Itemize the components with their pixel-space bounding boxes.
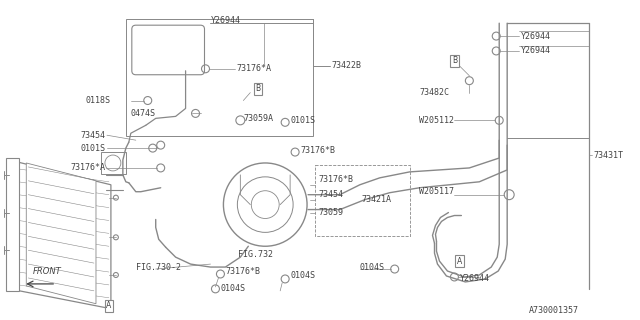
Text: 73176*A: 73176*A (71, 164, 106, 172)
Bar (126, 19, 313, 136)
Text: W205117: W205117 (419, 187, 454, 196)
Text: 73422B: 73422B (332, 61, 362, 70)
Text: FRONT: FRONT (33, 267, 62, 276)
Text: 73059A: 73059A (243, 114, 273, 123)
Text: Y26944: Y26944 (521, 32, 551, 41)
Text: 0104S: 0104S (290, 271, 315, 281)
Polygon shape (26, 163, 96, 304)
Text: 73176*B: 73176*B (225, 267, 260, 276)
Text: A: A (106, 301, 111, 310)
Text: 0104S: 0104S (220, 284, 245, 293)
Text: 0101S: 0101S (81, 144, 106, 153)
Text: 73454: 73454 (81, 131, 106, 140)
Text: A730001357: A730001357 (529, 306, 579, 315)
Text: 73176*A: 73176*A (236, 64, 271, 73)
Text: Y26944: Y26944 (460, 275, 490, 284)
Text: 73421A: 73421A (362, 195, 392, 204)
Bar (101, 152, 126, 174)
Text: B: B (452, 56, 457, 65)
Text: 73431T: 73431T (594, 150, 624, 160)
Text: 73482C: 73482C (419, 88, 449, 97)
Text: FIG.730-2: FIG.730-2 (136, 263, 181, 272)
Text: FIG.732: FIG.732 (238, 250, 273, 259)
Text: A: A (457, 257, 462, 266)
Text: 73454: 73454 (318, 190, 343, 199)
Polygon shape (6, 158, 19, 291)
Bar (315, 165, 410, 236)
Text: 0101S: 0101S (290, 116, 315, 125)
FancyBboxPatch shape (132, 25, 205, 75)
Text: 73059: 73059 (318, 208, 343, 217)
Text: 0104S: 0104S (360, 263, 385, 272)
Text: W205112: W205112 (419, 116, 454, 125)
Text: Y26944: Y26944 (211, 16, 241, 25)
Text: 0474S: 0474S (131, 109, 156, 118)
Polygon shape (10, 160, 111, 309)
Text: 73176*B: 73176*B (318, 175, 353, 184)
Text: B: B (256, 84, 261, 93)
Text: 73176*B: 73176*B (300, 146, 335, 155)
Text: 0118S: 0118S (86, 96, 111, 105)
Text: Y26944: Y26944 (521, 46, 551, 55)
